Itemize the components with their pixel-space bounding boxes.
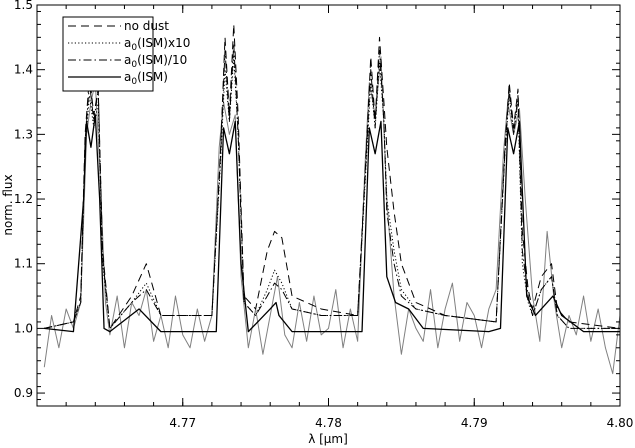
tick-layer: 4.77 4.78 4.79 4.80 0.9 1.0 1.1 1.2 1.3 1.4 1.5 <box>14 0 633 430</box>
y-tick-label: 1.3 <box>14 127 33 141</box>
series-line-a0-ism <box>44 114 620 333</box>
series-layer <box>43 23 620 375</box>
x-axis-title: λ [μm] <box>308 432 348 446</box>
legend-box <box>62 16 154 92</box>
y-tick-label: 1.1 <box>14 257 33 271</box>
series-line-a0-ism-10 <box>44 43 620 329</box>
y-tick-label: 1.0 <box>14 321 33 335</box>
y-tick-label: 1.4 <box>14 63 33 77</box>
y-tick-label: 0.9 <box>14 386 33 400</box>
y-axis-title: norm. flux <box>1 174 15 235</box>
legend-label: no dust <box>124 19 169 33</box>
series-line-a0-ism-x10 <box>44 56 620 329</box>
legend-label: a0(ISM) <box>124 70 168 87</box>
y-tick-label: 1.2 <box>14 192 33 206</box>
x-tick-label: 4.79 <box>461 416 488 430</box>
legend-label: a0(ISM)x10 <box>124 36 190 53</box>
series-line-no-dust <box>44 23 620 329</box>
y-tick-label: 1.5 <box>14 0 33 12</box>
legend-label: a0(ISM)/10 <box>124 53 187 70</box>
series-line-observed <box>43 56 620 375</box>
x-tick-label: 4.77 <box>169 416 196 430</box>
x-tick-label: 4.78 <box>315 416 342 430</box>
x-tick-label: 4.80 <box>607 416 634 430</box>
